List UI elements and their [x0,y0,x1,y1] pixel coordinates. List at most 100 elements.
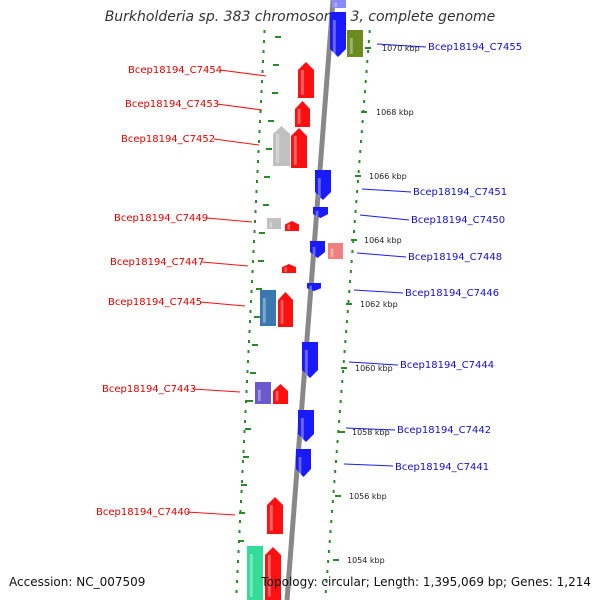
left-major-tick [273,64,279,66]
left-ring-tick [260,90,263,93]
gene-c7444[interactable] [302,342,318,378]
gene-c7452[interactable] [291,128,307,168]
gene-label-c7443[interactable]: Bcep18194_C7443 [102,384,196,395]
gene-c7448-highlight [312,246,316,256]
gene-c7445-blue-highlight [262,298,266,323]
right-major-tick [333,559,339,561]
right-ring-tick [324,590,327,593]
gene-label-c7449[interactable]: Bcep18194_C7449 [114,213,208,224]
left-ring-tick [243,440,245,443]
gene-c7452-grey[interactable] [273,126,290,166]
right-major-tick [341,367,347,369]
left-ring-tick [251,270,254,273]
right-ring-tick [356,190,359,193]
gene-label-c7452[interactable]: Bcep18194_C7452 [121,134,215,145]
gene-label-c7446[interactable]: Bcep18194_C7446 [405,288,499,299]
gene-c7455-body-highlight [332,20,336,54]
gene-label-c7444[interactable]: Bcep18194_C7444 [400,360,494,371]
right-ring-tick [359,150,362,153]
gene-c7445-shape [278,292,293,327]
leader-line-9 [361,188,412,193]
gene-c7450[interactable] [313,207,328,218]
gene-c7441[interactable] [296,449,311,477]
gene-c7449[interactable] [285,221,299,231]
left-ring-tick [254,220,256,223]
left-major-tick [256,288,262,290]
left-ring-tick [250,300,252,303]
gene-c7451-highlight [317,178,321,197]
gene-c7454-highlight [300,70,304,95]
gene-c7443-purple[interactable] [255,382,271,404]
gene-c7442[interactable] [298,410,314,442]
right-ring-tick [353,220,356,223]
gene-bottom-red[interactable] [265,547,281,600]
gene-c7446[interactable] [307,283,321,291]
gene-c7452-grey-shape [273,126,290,166]
left-major-tick [254,316,260,318]
left-major-tick [264,176,270,178]
gene-c7451-shape [315,170,331,200]
gene-c7448-pink-highlight [330,248,334,257]
gene-label-c7453[interactable]: Bcep18194_C7453 [125,99,219,110]
right-ring-tick [349,280,352,283]
left-ring-tick [247,350,250,353]
right-ring-tick [354,210,357,213]
right-ring-tick [363,100,366,103]
right-ring-tick [338,410,341,413]
right-ring-tick [342,370,345,373]
gene-c7443-shape [273,384,288,404]
gene-c7451[interactable] [315,170,331,200]
gene-label-c7448[interactable]: Bcep18194_C7448 [408,252,502,263]
gene-label-c7447[interactable]: Bcep18194_C7447 [110,257,204,268]
gene-c7448-pink[interactable] [328,243,343,259]
left-ring-tick [257,150,260,153]
gene-c7454[interactable] [298,62,314,98]
leader-line-15 [343,463,394,467]
left-ring-tick [249,310,252,313]
left-major-tick [268,120,274,122]
right-ring-tick [345,320,348,323]
gene-c7455-body[interactable] [330,12,346,57]
gene-label-c7454[interactable]: Bcep18194_C7454 [128,65,222,76]
right-ring-tick [360,140,363,143]
left-ring-tick [238,530,241,533]
right-ring-tick [334,460,337,463]
gene-c7447[interactable] [282,264,296,273]
gene-c7448-shape [310,241,325,258]
gene-label-c7455[interactable]: Bcep18194_C7455 [428,42,522,53]
gene-c7449-grey[interactable] [267,218,281,229]
gene-c7450-shape [313,207,328,218]
left-ring-tick [253,230,256,233]
right-ring-tick [363,90,366,93]
right-ring-tick [330,520,333,523]
right-ring-tick [327,560,330,563]
gene-c7440[interactable] [267,497,283,534]
gene-label-c7440[interactable]: Bcep18194_C7440 [96,507,190,518]
gene-c7448[interactable] [310,241,325,258]
left-ring-tick [250,290,253,293]
right-ring-tick [355,200,358,203]
right-ring-tick [367,40,370,43]
right-ring-tick [346,310,349,313]
right-ring-tick [361,120,364,123]
position-label-1062: 1062 kbp [360,300,398,309]
leader-line-5 [199,301,246,307]
gene-olive-block[interactable] [347,30,363,57]
gene-c7453[interactable] [295,101,310,127]
gene-c7455-top[interactable] [332,0,346,8]
gene-c7452-grey-highlight [276,134,280,163]
gene-label-c7451[interactable]: Bcep18194_C7451 [413,187,507,198]
right-ring-tick [368,30,371,33]
gene-c7443[interactable] [273,384,288,404]
gene-label-c7445[interactable]: Bcep18194_C7445 [108,297,202,308]
gene-label-c7441[interactable]: Bcep18194_C7441 [395,462,489,473]
gene-c7445-blue[interactable] [260,290,276,326]
gene-c7443-purple-shape [255,382,271,404]
left-ring-tick [248,330,251,333]
gene-c7445[interactable] [278,292,293,327]
gene-c7441-highlight [298,457,302,474]
right-ring-tick [341,380,344,383]
gene-label-c7442[interactable]: Bcep18194_C7442 [397,425,491,436]
gene-teal-block[interactable] [247,546,263,600]
gene-label-c7450[interactable]: Bcep18194_C7450 [411,215,505,226]
